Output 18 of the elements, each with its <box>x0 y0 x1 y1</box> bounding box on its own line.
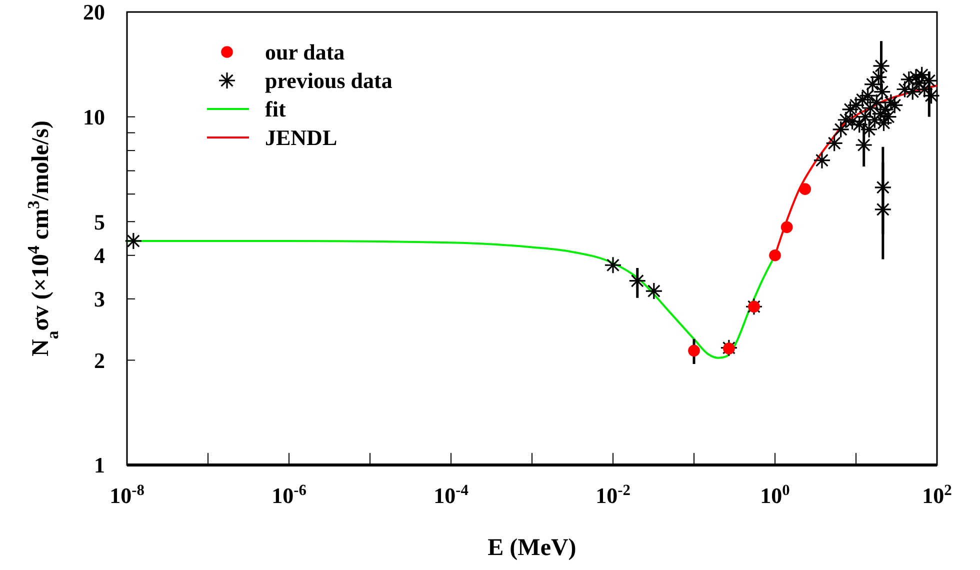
y-tick-label: 3 <box>94 286 105 312</box>
y-tick-label: 1 <box>94 452 105 478</box>
y-tick-label: 10 <box>83 104 105 130</box>
x-tick-label: 10$^{-8}$ <box>110 482 145 508</box>
y-tick-label: 2 <box>94 348 105 373</box>
y-tick-label: 4 <box>94 243 105 268</box>
x-axis-title: E (MeV) <box>488 535 576 561</box>
x-tick-label: 10$^{-4}$ <box>434 482 469 508</box>
legend-label: JENDL <box>265 125 338 150</box>
legend-label: our data <box>265 40 345 65</box>
legend-label: fit <box>265 96 286 122</box>
y-tick-label: 5 <box>94 209 105 234</box>
x-tick-label: 10$^{-2}$ <box>596 482 631 508</box>
y-tick-label: 20 <box>83 0 105 25</box>
x-tick-label: 10$^{2}$ <box>922 482 952 508</box>
x-tick-label: 10$^{-6}$ <box>272 482 307 508</box>
x-tick-label: 10$^{0}$ <box>760 482 790 508</box>
legend-label: previous data <box>265 68 392 94</box>
